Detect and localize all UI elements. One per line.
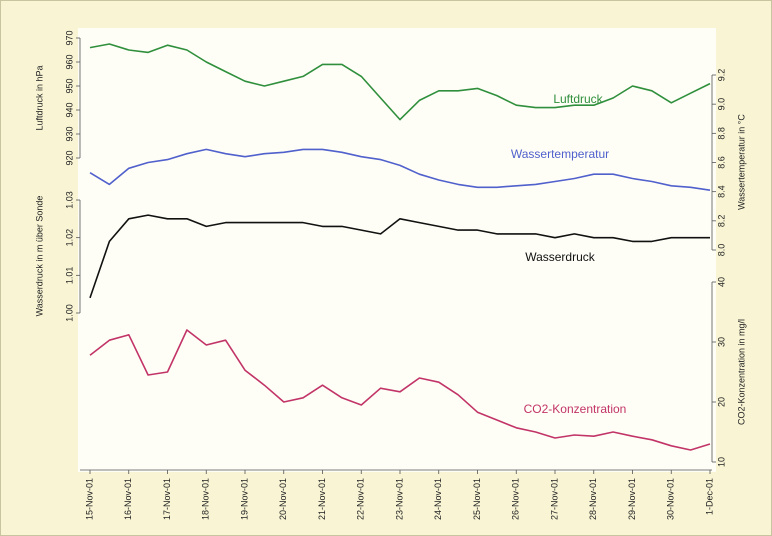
x-tick-label: 18-Nov-01	[201, 478, 211, 520]
y-tick-label: 1.02	[64, 229, 74, 247]
y-tick-label: 1.03	[64, 191, 74, 209]
y-tick-label: 8.8	[716, 127, 726, 140]
x-tick-label: 16-Nov-01	[123, 478, 133, 520]
axis-label: Wasserdruck in m über Sonde	[34, 196, 44, 317]
x-tick-label: 25-Nov-01	[472, 478, 482, 520]
y-tick-label: 1.00	[64, 304, 74, 322]
y-tick-label: 920	[64, 150, 74, 165]
series-line	[89, 148, 711, 191]
y-tick-label: 950	[64, 78, 74, 93]
series-label: Wasserdruck	[525, 250, 596, 264]
x-tick-label: 26-Nov-01	[511, 478, 521, 520]
x-tick-label: 1-Dec-01	[704, 478, 714, 515]
x-tick-label: 28-Nov-01	[588, 478, 598, 520]
series-label: Wassertemperatur	[511, 147, 609, 161]
series-line	[89, 329, 711, 451]
axis-label: CO2-Konzentration in mg/l	[736, 319, 746, 425]
y-tick-label: 8.4	[716, 185, 726, 198]
x-tick-label: 29-Nov-01	[627, 478, 637, 520]
series-line	[89, 214, 710, 299]
y-tick-label: 10	[716, 457, 726, 467]
y-tick-label: 40	[716, 277, 726, 287]
y-tick-label: 970	[64, 30, 74, 45]
y-tick-label: 930	[64, 126, 74, 141]
series-label: CO2-Konzentration	[524, 402, 627, 416]
x-tick-label: 20-Nov-01	[278, 478, 288, 520]
y-tick-label: 1.01	[64, 267, 74, 285]
y-tick-label: 8.2	[716, 215, 726, 228]
axis-label: Wassertemperatur in °C	[736, 114, 746, 210]
y-tick-label: 940	[64, 102, 74, 117]
y-tick-label: 9.0	[716, 98, 726, 111]
y-tick-label: 960	[64, 54, 74, 69]
x-tick-label: 30-Nov-01	[666, 478, 676, 520]
x-tick-label: 19-Nov-01	[239, 478, 249, 520]
x-tick-label: 24-Nov-01	[433, 478, 443, 520]
x-tick-label: 17-Nov-01	[162, 478, 172, 520]
y-tick-label: 8.6	[716, 156, 726, 169]
x-tick-label: 21-Nov-01	[317, 478, 327, 520]
y-tick-label: 30	[716, 337, 726, 347]
plot-area	[78, 28, 716, 472]
y-tick-label: 9.2	[716, 69, 726, 82]
x-tick-label: 27-Nov-01	[549, 478, 559, 520]
series-line	[89, 43, 711, 121]
x-tick-label: 22-Nov-01	[356, 478, 366, 520]
series-label: Luftdruck	[553, 92, 603, 106]
x-tick-label: 15-Nov-01	[84, 478, 94, 520]
y-tick-label: 8.0	[716, 244, 726, 257]
y-tick-label: 20	[716, 397, 726, 407]
x-tick-label: 23-Nov-01	[394, 478, 404, 520]
axis-label: Luftdruck in hPa	[34, 65, 44, 130]
